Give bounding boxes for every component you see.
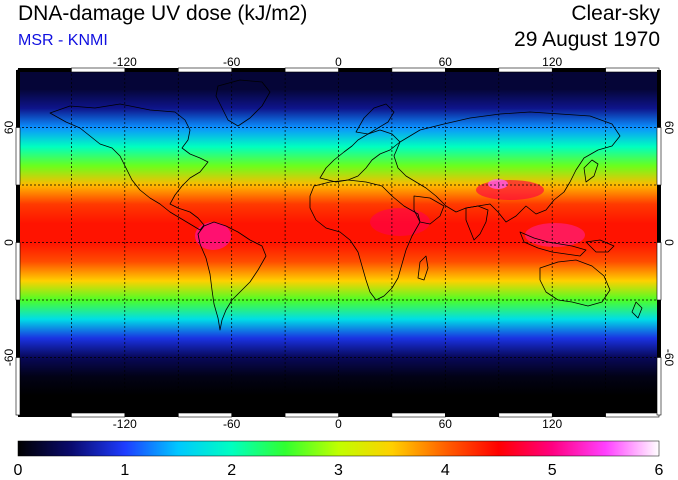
institute-label: MSR - KNMI (18, 32, 108, 49)
hotspot-himalaya (488, 179, 508, 189)
colorbar-tick-label: 4 (441, 462, 450, 479)
hotspot-south-america (195, 222, 231, 250)
lon-label-top-m120: -120 (113, 55, 137, 69)
lat-label-left-m60: -60 (2, 349, 16, 367)
lon-label-top-m60: -60 (223, 55, 241, 69)
lon-label-bottom-120: 120 (542, 417, 562, 431)
lon-label-top-60: 60 (439, 55, 453, 69)
lon-label-bottom-m60: -60 (223, 417, 241, 431)
coast-north-america (49, 103, 209, 231)
lon-labels-bottom: -120 -60 0 60 120 (113, 417, 563, 431)
chart-title: DNA-damage UV dose (kJ/m2) (18, 2, 308, 25)
colorbar-tick-label: 0 (14, 462, 23, 479)
colorbar-ticks: 0 1 2 3 4 5 6 (14, 462, 664, 479)
dose-hotspots (195, 179, 585, 250)
hotspot-indonesia (525, 223, 585, 247)
lat-label-left-60: 60 (2, 121, 16, 135)
sky-condition-label: Clear-sky (571, 2, 660, 25)
colorbar (17, 440, 660, 457)
lat-label-left-0: 0 (2, 239, 16, 246)
lat-labels-left: 60 0 -60 (2, 121, 16, 367)
colorbar-tick-label: 2 (227, 462, 236, 479)
lat-labels-right: 60 0 -60 (662, 121, 676, 367)
lat-label-right-0: 0 (662, 239, 676, 246)
coast-arabia (413, 195, 445, 225)
lon-label-bottom-0: 0 (335, 417, 342, 431)
coast-new-guinea (585, 239, 615, 253)
lat-label-right-m60: -60 (662, 349, 676, 367)
coast-madagascar (417, 255, 429, 281)
coast-greenland (215, 79, 271, 127)
coast-europe (319, 129, 401, 183)
colorbar-tick-label: 6 (655, 462, 664, 479)
lon-label-top-120: 120 (542, 55, 562, 69)
frame-bar-bottom (18, 412, 660, 418)
date-label: 29 August 1970 (514, 28, 660, 51)
frame-bar-right (656, 70, 662, 416)
coast-asia (393, 111, 621, 223)
hotspot-tibet (476, 180, 544, 200)
hotspot-africa (370, 208, 430, 236)
coast-australia (539, 259, 611, 307)
coast-scandinavia (355, 103, 395, 135)
lon-labels-top: -120 -60 0 60 120 (113, 55, 563, 69)
lat-label-right-60: 60 (662, 121, 676, 135)
frame-bar-left (15, 70, 21, 416)
coast-india (465, 205, 489, 241)
coast-indonesia (519, 231, 587, 257)
frame-bar-top (18, 67, 660, 73)
coast-south-america (197, 221, 267, 331)
coast-japan (583, 159, 599, 183)
lon-label-bottom-m120: -120 (113, 417, 137, 431)
coast-new-zealand (631, 301, 643, 319)
graticule (18, 70, 659, 415)
colorbar-tick-label: 5 (548, 462, 557, 479)
colorbar-tick-label: 3 (334, 462, 343, 479)
lon-label-top-0: 0 (335, 55, 342, 69)
colorbar-tick-label: 1 (120, 462, 129, 479)
lon-label-bottom-60: 60 (439, 417, 453, 431)
